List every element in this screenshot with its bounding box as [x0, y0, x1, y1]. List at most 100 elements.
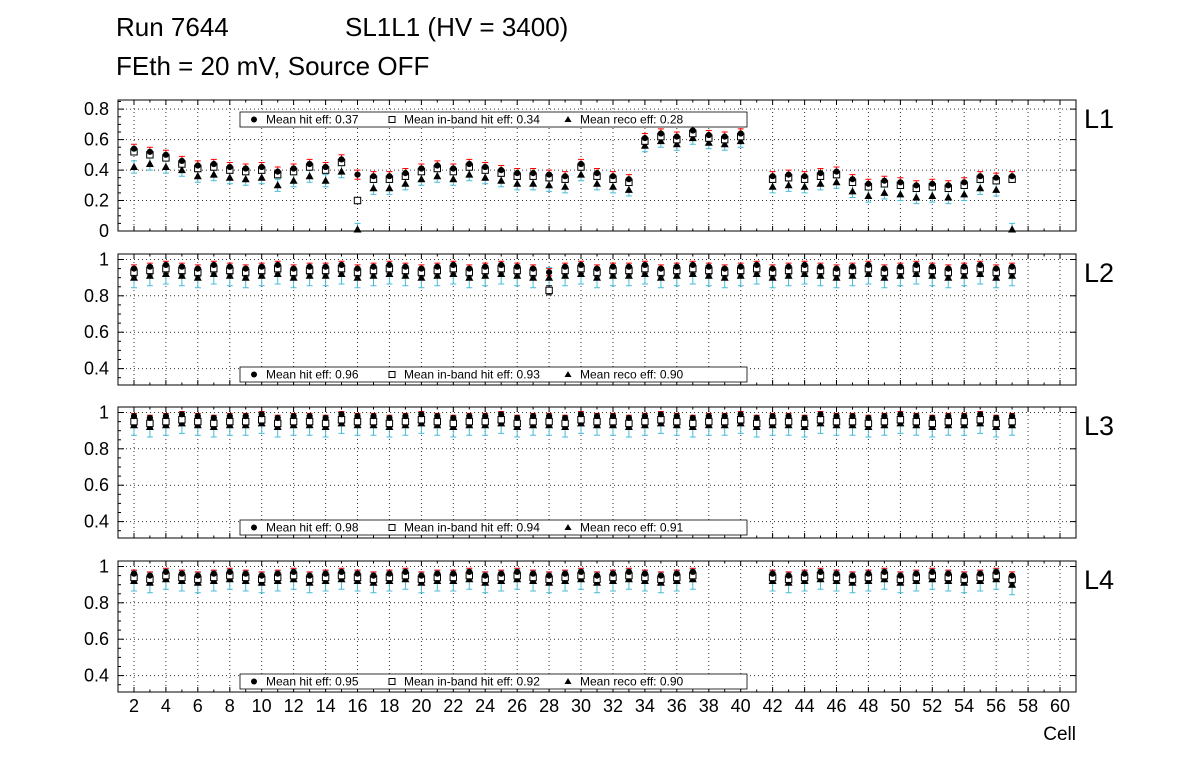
reco-point	[784, 181, 793, 189]
hit-point	[258, 411, 265, 418]
x-tick-label: 40	[731, 696, 751, 716]
hit-point	[226, 163, 233, 171]
hit-point	[993, 265, 1000, 272]
hit-point	[641, 135, 649, 142]
x-tick-label: 16	[347, 696, 367, 716]
hit-point	[753, 414, 760, 421]
legend-entry-label: Mean hit eff: 0.95	[266, 675, 359, 689]
reco-point	[529, 273, 538, 281]
y-tick-label: 0.4	[84, 512, 109, 532]
hit-point	[130, 265, 138, 272]
hit-point	[450, 165, 457, 172]
reco-point	[688, 133, 697, 142]
hit-point	[609, 570, 617, 577]
reco-point	[369, 184, 378, 192]
inband-point	[864, 419, 873, 428]
reco-point	[225, 173, 234, 181]
hit-point	[338, 411, 345, 418]
x-tick-label: 60	[1050, 696, 1070, 716]
reco-point	[225, 271, 234, 279]
inband-point	[800, 419, 809, 428]
legend-marker-triangle-icon	[564, 524, 572, 530]
hit-point	[130, 413, 138, 420]
hit-point	[306, 263, 313, 270]
reco-point	[816, 179, 825, 187]
hit-point	[242, 570, 249, 577]
hit-point	[993, 568, 1000, 576]
reco-point	[928, 191, 937, 199]
hit-point	[514, 414, 521, 421]
x-tick-label: 22	[443, 696, 463, 716]
inband-point	[401, 417, 410, 426]
reco-point	[832, 273, 841, 281]
reco-point	[289, 273, 298, 281]
reco-point	[465, 170, 474, 178]
inband-point	[465, 417, 474, 426]
hit-point	[977, 411, 984, 418]
reco-point	[672, 140, 681, 148]
reco-point	[385, 269, 394, 277]
hit-point	[546, 171, 553, 178]
hit-point	[641, 261, 649, 268]
reco-point	[273, 181, 282, 189]
legend-entry-label: Mean hit eff: 0.98	[266, 521, 359, 535]
inband-point	[242, 417, 250, 426]
hit-point	[689, 414, 696, 421]
hit-point	[290, 165, 297, 172]
reco-point	[369, 271, 378, 279]
inband-point	[689, 419, 697, 428]
inband-point	[210, 419, 218, 428]
reco-point	[864, 191, 873, 199]
panel-L1: 0 0.2 0.4 0.6 0.8 Mean hit eff: 0.37 Mean in-b…	[84, 99, 1114, 241]
inband-point	[768, 417, 777, 426]
hit-point	[1009, 173, 1016, 180]
inband-point	[162, 417, 170, 426]
hit-point	[913, 261, 920, 268]
legend-entry-label: Mean hit eff: 0.96	[266, 368, 359, 382]
panel-L4: 0.4 0.6 0.8 1 Mean hit eff: 0.95 Mean in-band…	[84, 557, 1114, 693]
panel-L2: 0.4 0.6 0.8 1 Mean hit eff: 0.96 Mean in-band…	[84, 250, 1114, 386]
hit-point	[945, 265, 952, 272]
reco-point	[593, 179, 601, 187]
hit-point	[146, 414, 153, 421]
reco-point	[353, 273, 362, 281]
reco-point	[321, 271, 330, 279]
inband-point	[848, 417, 857, 426]
reco-point	[960, 190, 969, 198]
hit-point	[737, 263, 744, 270]
legend-entry-label: Mean reco eff: 0.90	[580, 675, 684, 689]
hit-point	[290, 265, 297, 272]
inband-point	[880, 417, 889, 426]
reco-point	[768, 273, 777, 281]
hit-point	[338, 156, 345, 163]
hit-point	[961, 179, 968, 186]
inband-point	[593, 417, 601, 426]
reco-point	[784, 271, 793, 279]
hit-point	[450, 261, 457, 268]
hit-point	[1009, 413, 1016, 420]
reco-point	[130, 273, 138, 281]
reco-point	[209, 269, 218, 277]
hit-point	[370, 572, 377, 579]
hit-point	[1009, 263, 1016, 270]
hit-point	[178, 570, 185, 577]
hit-point	[386, 173, 393, 180]
reco-point	[449, 269, 458, 277]
panel-label: L3	[1084, 411, 1114, 441]
panel-label: L2	[1084, 258, 1114, 288]
hit-point	[514, 568, 521, 576]
reco-point	[880, 188, 889, 196]
reco-point	[832, 178, 841, 186]
y-tick-label: 0	[99, 221, 109, 241]
hit-point	[274, 261, 281, 268]
reco-point	[912, 269, 921, 277]
hit-point	[370, 413, 377, 420]
hit-point	[482, 413, 489, 420]
reco-point	[193, 273, 202, 281]
hit-point	[562, 173, 569, 180]
hit-point	[769, 265, 776, 272]
x-axis-title: Cell	[1043, 724, 1076, 745]
inband-point	[178, 416, 186, 424]
reco-point	[497, 269, 506, 277]
